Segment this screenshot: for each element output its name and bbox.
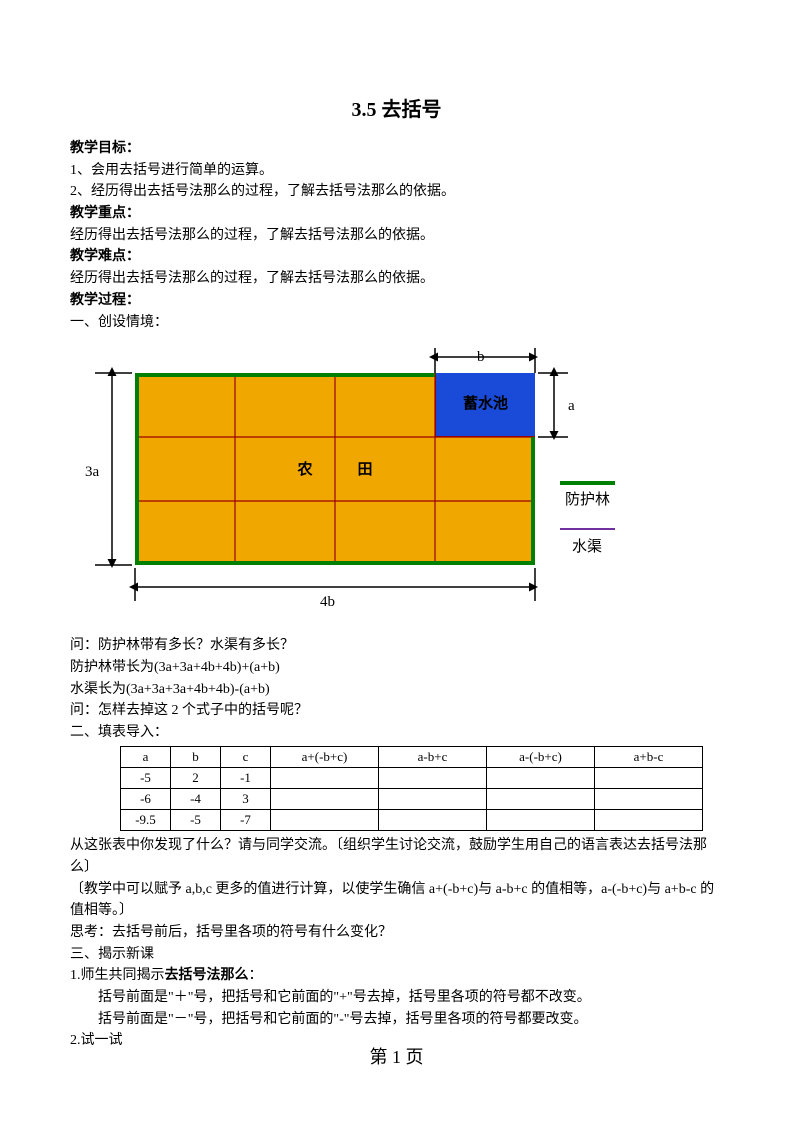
after-table-1: 从这张表中你发现了什么？请与同学交流。〔组织学生讨论交流，鼓励学生用自己的语言表…: [70, 835, 723, 878]
rule-intro-prefix: 1.师生共同揭示: [70, 968, 165, 983]
think-line: 思考：去括号前后，括号里各项的符号有什么变化？: [70, 922, 723, 944]
table-row: -6 -4 3: [121, 788, 703, 809]
goal-item-1: 1、会用去括号进行简单的运算。: [70, 160, 723, 182]
rule-plus: 括号前面是"＋"号，把括号和它前面的"+"号去掉，括号里各项的符号都不改变。: [70, 987, 723, 1009]
cell: 3: [221, 788, 271, 809]
hard-text: 经历得出去括号法那么的过程，了解去括号法那么的依据。: [70, 268, 723, 290]
heading-hard: 教学难点：: [70, 246, 723, 268]
dim-4b-label: 4b: [320, 591, 335, 614]
heading-proc: 教学过程：: [70, 290, 723, 312]
field-diagram: 蓄水池 农 田 b a 3a 4b 防护林 水渠: [70, 343, 630, 623]
th-c: c: [221, 746, 271, 767]
goal-item-2: 2、经历得出去括号法那么的过程，了解去括号法那么的依据。: [70, 181, 723, 203]
dim-a-label: a: [568, 395, 575, 418]
cell: [595, 788, 703, 809]
th-a: a: [121, 746, 171, 767]
th-e3: a-(-b+c): [487, 746, 595, 767]
cell: [487, 810, 595, 831]
legend-channel-line: [560, 528, 615, 530]
cell: -5: [121, 767, 171, 788]
rule-colon: ：: [249, 968, 263, 983]
cell: [271, 810, 379, 831]
cell: [595, 767, 703, 788]
dim-b-label: b: [477, 346, 485, 369]
th-b: b: [171, 746, 221, 767]
cell: [271, 788, 379, 809]
cell: -9.5: [121, 810, 171, 831]
rule-intro: 1.师生共同揭示去括号法那么：: [70, 965, 723, 987]
cell: -7: [221, 810, 271, 831]
rule-name: 去括号法那么: [165, 968, 249, 983]
field-label-2: 田: [345, 459, 385, 482]
heading-goal: 教学目标：: [70, 138, 723, 160]
cell: 2: [171, 767, 221, 788]
field-label-1: 农: [285, 459, 325, 482]
question-2: 问：怎样去掉这 2 个式子中的括号呢？: [70, 700, 723, 722]
cell: [379, 788, 487, 809]
question-1: 问：防护林带有多长？水渠有多长？: [70, 635, 723, 657]
after-table-2: 〔教学中可以赋予 a,b,c 更多的值进行计算，以使学生确信 a+(-b+c)与…: [70, 879, 723, 922]
section-2-heading: 二、填表导入：: [70, 722, 723, 744]
proc-item-1: 一、创设情境：: [70, 312, 723, 334]
cell: [487, 767, 595, 788]
cell: -4: [171, 788, 221, 809]
table-row: -5 2 -1: [121, 767, 703, 788]
rule-minus: 括号前面是"－"号，把括号和它前面的"-"号去掉，括号里各项的符号都要改变。: [70, 1009, 723, 1031]
table-header-row: a b c a+(-b+c) a-b+c a-(-b+c) a+b-c: [121, 746, 703, 767]
section-3-heading: 三、揭示新课: [70, 944, 723, 966]
answer-channel: 水渠长为(3a+3a+3a+4b+4b)-(a+b): [70, 679, 723, 701]
cell: [487, 788, 595, 809]
heading-key: 教学重点：: [70, 203, 723, 225]
page-footer: 第 1 页: [0, 1044, 793, 1072]
dim-3a-label: 3a: [85, 461, 99, 484]
cell: -6: [121, 788, 171, 809]
cell: [379, 767, 487, 788]
legend-forest-line: [560, 481, 615, 485]
cell: [379, 810, 487, 831]
key-text: 经历得出去括号法那么的过程，了解去括号法那么的依据。: [70, 225, 723, 247]
reservoir: 蓄水池: [435, 373, 535, 437]
cell: [595, 810, 703, 831]
answer-forest: 防护林带长为(3a+3a+4b+4b)+(a+b): [70, 657, 723, 679]
cell: -5: [171, 810, 221, 831]
legend-channel-text: 水渠: [572, 536, 602, 559]
th-e2: a-b+c: [379, 746, 487, 767]
table-row: -9.5 -5 -7: [121, 810, 703, 831]
value-table: a b c a+(-b+c) a-b+c a-(-b+c) a+b-c -5 2…: [120, 746, 703, 832]
page-title: 3.5 去括号: [70, 95, 723, 126]
legend-forest-text: 防护林: [565, 489, 610, 512]
cell: -1: [221, 767, 271, 788]
th-e4: a+b-c: [595, 746, 703, 767]
cell: [271, 767, 379, 788]
th-e1: a+(-b+c): [271, 746, 379, 767]
